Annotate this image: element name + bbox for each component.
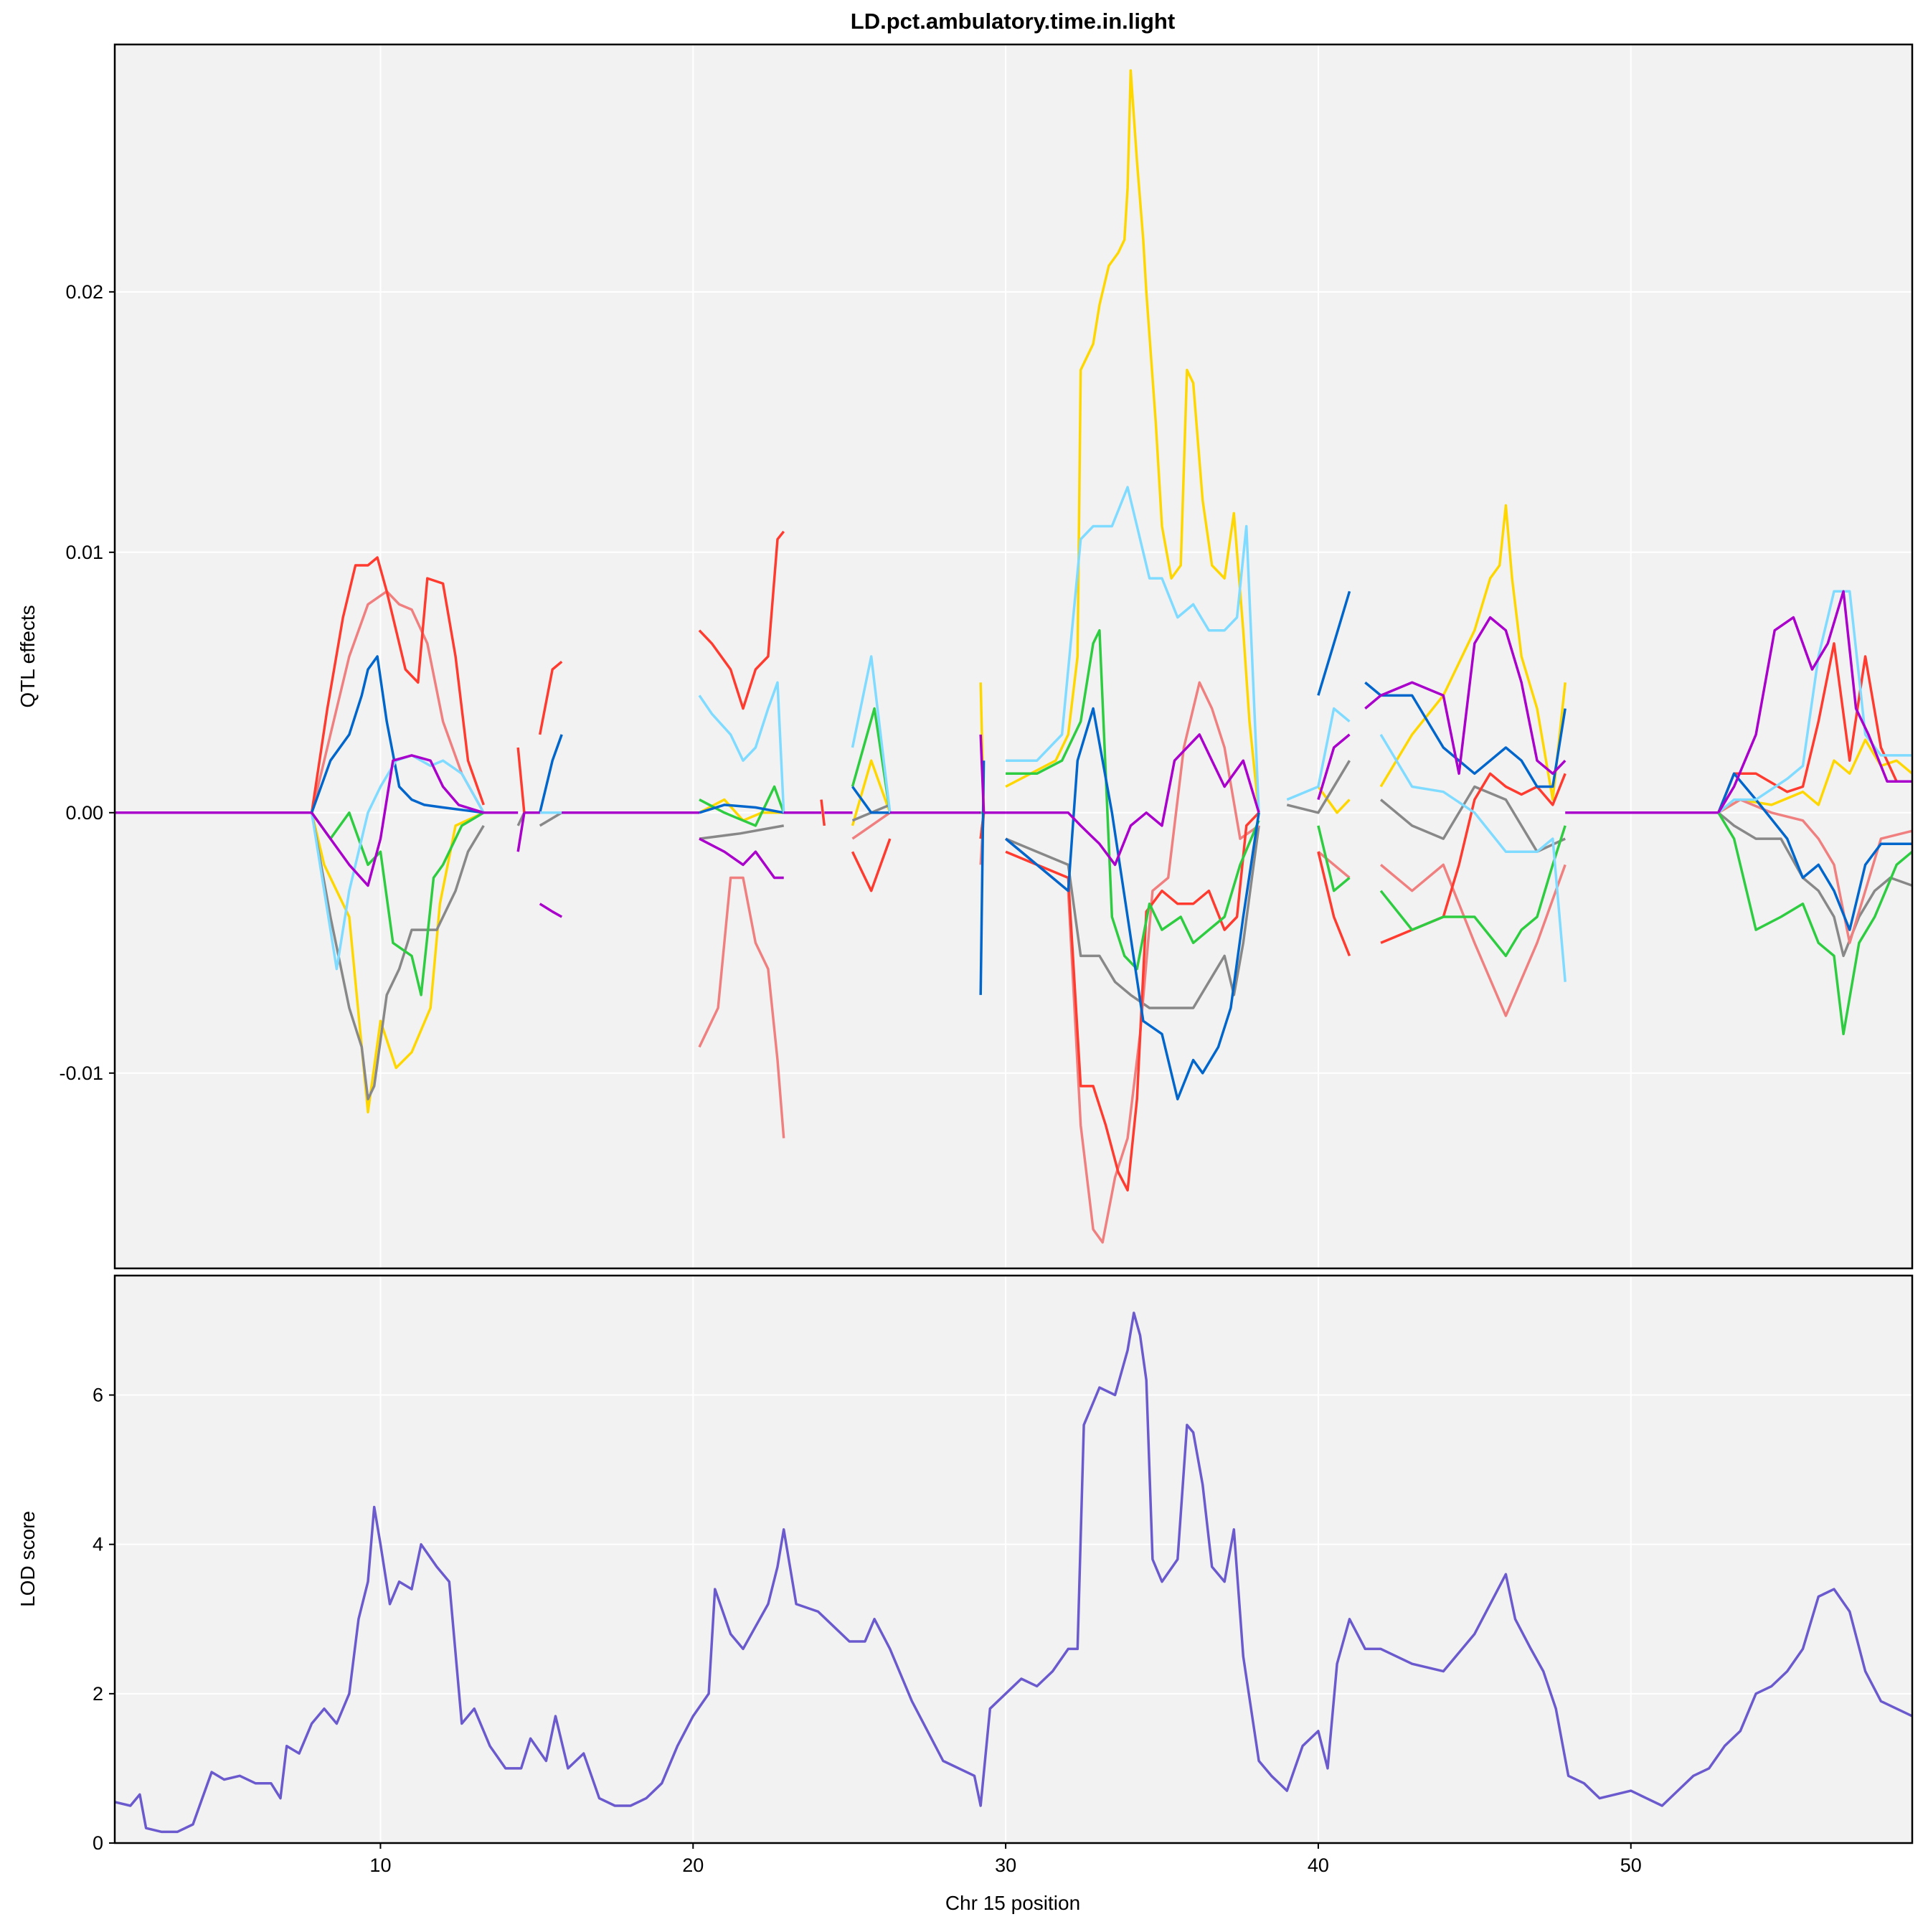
qtl-effect-series-light-blue [1379, 733, 1566, 982]
qtl-effect-series-pink [698, 876, 785, 1139]
x-tick-label: 30 [995, 1855, 1016, 1876]
qtl-effect-series-blue [538, 734, 563, 814]
qtl-effect-series-gray [699, 824, 785, 840]
qtl-effect-series-purple [516, 812, 526, 852]
qtl-effect-series-light-blue [698, 681, 785, 813]
qtl-effects-background [115, 44, 1912, 1268]
x-tick-label: 20 [682, 1855, 704, 1876]
qtl-effect-series-green [1379, 825, 1566, 958]
lod-score-frame [113, 1274, 1914, 1844]
qtl-effect-series-yellow [1379, 504, 1566, 801]
lod-score-line [114, 1311, 1913, 1834]
qtl-effect-series-red [516, 747, 526, 813]
qtl-effect-series-red [851, 838, 892, 892]
qtl-effect-series-pink [1717, 798, 1913, 945]
qtl-effect-series-purple [311, 754, 484, 887]
qtl-effect-series-pink [1379, 863, 1566, 1017]
qtl-effect-series-red [310, 556, 485, 814]
lod-score-x-ticks: 10 20 30 40 50 [369, 1843, 1642, 1876]
qtl-effect-series-green [1717, 811, 1914, 1036]
qtl-effect-series-red [1317, 851, 1351, 957]
qtl-effect-series-green [311, 811, 485, 996]
qtl-effect-series-red [1717, 642, 1912, 814]
qtl-effect-series-purple [539, 903, 563, 918]
qtl-effect-series-light-blue [310, 754, 485, 971]
qtl-effect-series-gray [1005, 825, 1260, 1009]
qtl-effect-series-blue [310, 655, 484, 814]
qtl-effect-series-red [538, 660, 563, 735]
qtl-effect-series-pink [1317, 850, 1351, 879]
qtl-effect-series-blue [1004, 707, 1260, 1101]
qtl-effect-series-light-blue [1006, 486, 1260, 813]
chart-title: LD.pct.ambulatory.time.in.light [851, 9, 1175, 34]
qtl-effect-series-pink [310, 590, 485, 814]
qtl-effect-series-blue [851, 786, 890, 814]
x-tick-label: 50 [1620, 1855, 1642, 1876]
qtl-effect-series-yellow [310, 811, 485, 1113]
qtl-effect-series-yellow [1317, 786, 1351, 814]
qtl-effect-series-pink [851, 811, 891, 840]
qtl-effects-y-tick-label: -0.01 [59, 1062, 103, 1084]
qtl-effects-panel: -0.01 0.00 0.01 0.02 QTL effects [16, 43, 1914, 1270]
qtl-effects-frame [113, 43, 1914, 1270]
lod-score-y-tick-label: 2 [93, 1683, 103, 1705]
lod-score-y-ticks: 0 2 4 6 [93, 1385, 115, 1854]
qtl-effects-y-tick-label: 0.01 [65, 542, 103, 563]
qtl-effect-series-purple [1317, 733, 1351, 801]
qtl-effects-y-axis-label: QTL effects [16, 605, 39, 707]
qtl-effect-series-red [820, 799, 826, 826]
qtl-effect-series-yellow [1005, 69, 1260, 813]
lod-score-series [114, 1311, 1913, 1834]
qtl-effect-series-red [698, 530, 785, 710]
qtl-effect-series-purple [699, 837, 784, 880]
x-tick-label: 10 [369, 1855, 391, 1876]
qtl-effect-series-blue [1364, 681, 1566, 788]
qtl-effect-series-green [1317, 825, 1351, 892]
qtl-effects-y-ticks: -0.01 0.00 0.01 0.02 [59, 281, 115, 1084]
qtl-effect-series-blue [1717, 772, 1912, 931]
qtl-effect-series-gray [1286, 760, 1351, 814]
x-tick-label: 40 [1308, 1855, 1329, 1876]
lod-score-panel: 0 2 4 6 10 20 30 40 50 LOD score Chr 15 positio… [16, 1274, 1914, 1914]
qtl-effect-series-purple [1364, 616, 1566, 776]
qtl-effect-series-blue [699, 804, 785, 814]
qtl-effect-series-yellow [1717, 738, 1914, 814]
qtl-effect-series-light-blue [1286, 707, 1351, 801]
qtl-effects-series [115, 69, 1914, 1244]
lod-score-y-tick-label: 6 [93, 1385, 103, 1406]
lod-score-y-axis-label: LOD score [16, 1511, 39, 1607]
x-axis-label: Chr 15 position [945, 1892, 1080, 1914]
qtl-effect-series-purple [1006, 733, 1260, 867]
lod-score-y-tick-label: 4 [93, 1534, 103, 1555]
qtl-effect-series-gray [539, 811, 563, 827]
qtl-effect-series-yellow [851, 759, 892, 826]
lod-score-background [115, 1276, 1912, 1843]
qtl-effect-series-gray [1717, 811, 1913, 958]
qtl-effect-series-gray [310, 812, 485, 1101]
qtl-effect-series-purple [1717, 590, 1912, 814]
qtl-effect-series-green [1006, 628, 1260, 971]
qtl-effect-series-light-blue [851, 655, 892, 814]
qtl-effects-y-tick-label: 0.00 [65, 802, 103, 824]
qtl-effect-series-purple [979, 734, 986, 813]
qtl-effect-series-blue [1317, 590, 1351, 696]
qtl-effects-y-tick-label: 0.02 [65, 281, 103, 303]
lod-score-y-tick-label: 0 [93, 1832, 103, 1854]
